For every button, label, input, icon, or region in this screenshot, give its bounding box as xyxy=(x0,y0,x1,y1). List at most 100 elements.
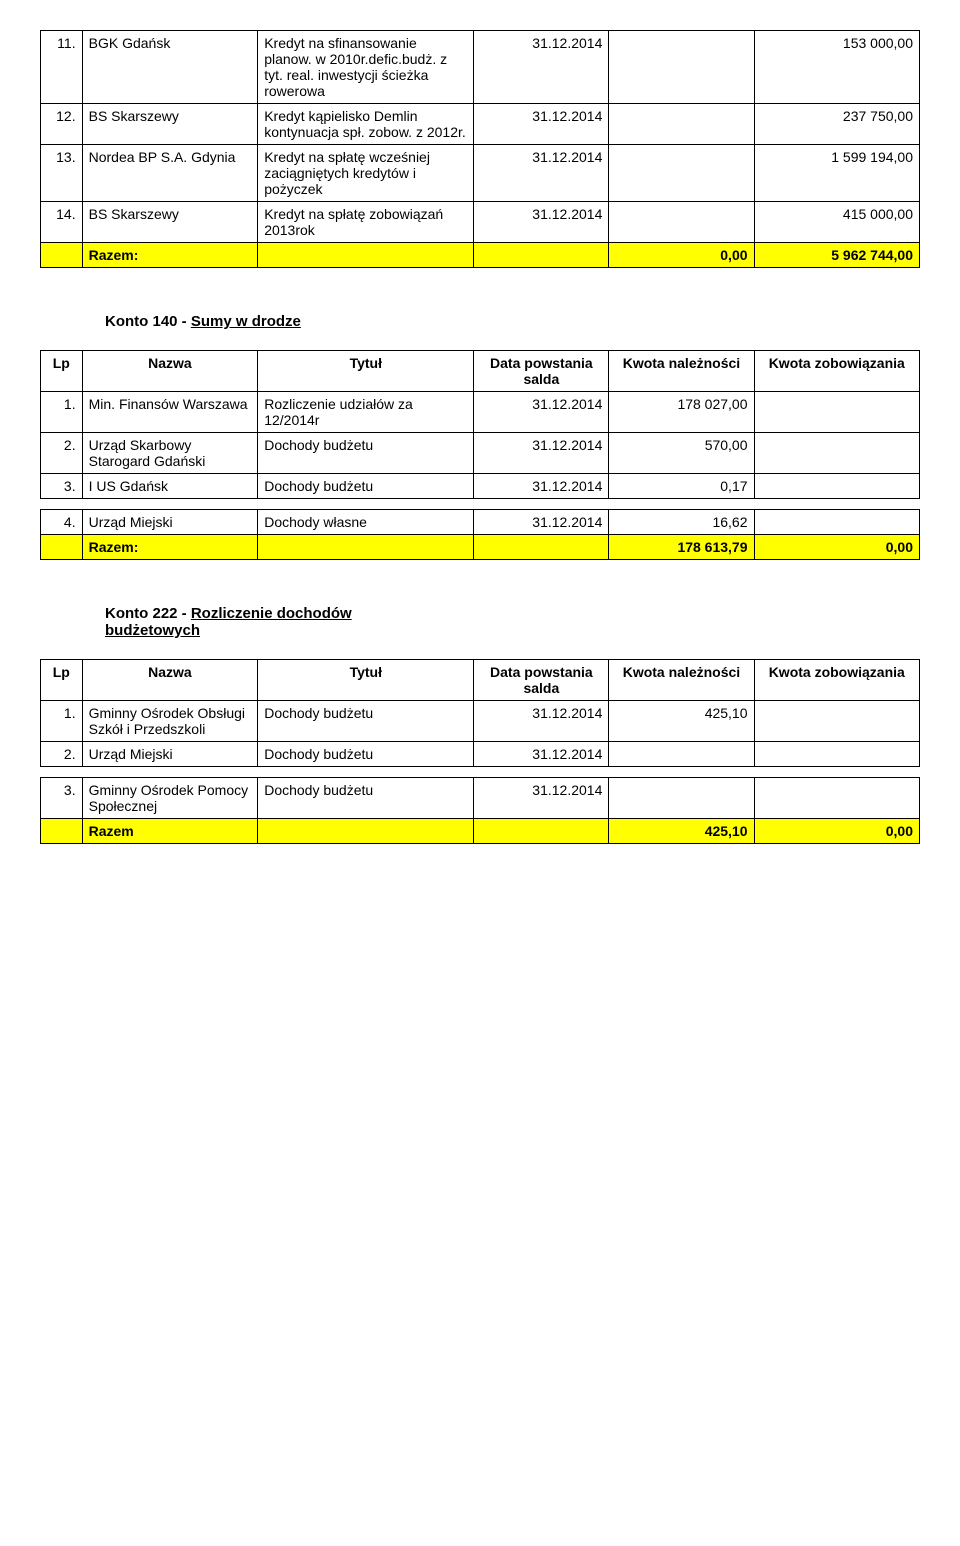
section-title-222: Konto 222 - Rozliczenie dochodów budżeto… xyxy=(105,605,445,639)
cell-data: 31.12.2014 xyxy=(474,31,609,104)
sum-empty xyxy=(474,535,609,560)
cell-k1 xyxy=(609,104,754,145)
cell-tytul: Dochody budżetu xyxy=(258,433,474,474)
cell-tytul: Dochody budżetu xyxy=(258,474,474,499)
table-row: 13.Nordea BP S.A. GdyniaKredyt na spłatę… xyxy=(41,145,920,202)
sum-label: Razem: xyxy=(82,243,258,268)
sum-row: Razem425,100,00 xyxy=(41,819,920,844)
cell-k2 xyxy=(754,701,919,742)
spacer-row xyxy=(41,499,920,510)
cell-lp: 1. xyxy=(41,701,83,742)
hdr-nazwa: Nazwa xyxy=(82,660,258,701)
cell-data: 31.12.2014 xyxy=(474,104,609,145)
cell-nazwa: Urząd Miejski xyxy=(82,742,258,767)
cell-k1 xyxy=(609,31,754,104)
cell-data: 31.12.2014 xyxy=(474,145,609,202)
spacer-row xyxy=(41,767,920,778)
cell-tytul: Kredyt na spłatę wcześniej zaciągniętych… xyxy=(258,145,474,202)
cell-lp: 4. xyxy=(41,510,83,535)
sum-k1: 178 613,79 xyxy=(609,535,754,560)
hdr-k1: Kwota należności xyxy=(609,351,754,392)
sum-label: Razem: xyxy=(82,535,258,560)
sum-empty xyxy=(474,243,609,268)
hdr-tytul: Tytuł xyxy=(258,660,474,701)
hdr-tytul: Tytuł xyxy=(258,351,474,392)
sum-lp xyxy=(41,535,83,560)
cell-nazwa: Min. Finansów Warszawa xyxy=(82,392,258,433)
cell-tytul: Kredyt kąpielisko Demlin kontynuacja spł… xyxy=(258,104,474,145)
section-140-subtitle: Sumy w drodze xyxy=(191,313,301,330)
cell-nazwa: Urząd Miejski xyxy=(82,510,258,535)
cell-nazwa: Urząd Skarbowy Starogard Gdański xyxy=(82,433,258,474)
cell-tytul: Rozliczenie udziałów za 12/2014r xyxy=(258,392,474,433)
cell-tytul: Dochody własne xyxy=(258,510,474,535)
sum-empty xyxy=(258,535,474,560)
cell-data: 31.12.2014 xyxy=(474,701,609,742)
sum-empty xyxy=(258,243,474,268)
cell-k1: 178 027,00 xyxy=(609,392,754,433)
cell-lp: 11. xyxy=(41,31,83,104)
section-title-140: Konto 140 - Sumy w drodze xyxy=(105,313,920,330)
sum-k1: 425,10 xyxy=(609,819,754,844)
table-row: 1.Gminny Ośrodek Obsługi Szkół i Przedsz… xyxy=(41,701,920,742)
cell-nazwa: Gminny Ośrodek Obsługi Szkół i Przedszko… xyxy=(82,701,258,742)
cell-tytul: Dochody budżetu xyxy=(258,701,474,742)
cell-tytul: Dochody budżetu xyxy=(258,778,474,819)
table-row: 11.BGK GdańskKredyt na sfinansowanie pla… xyxy=(41,31,920,104)
cell-k2 xyxy=(754,778,919,819)
table-konto-222: Lp Nazwa Tytuł Data powstania salda Kwot… xyxy=(40,659,920,844)
sum-lp xyxy=(41,819,83,844)
table-header: Lp Nazwa Tytuł Data powstania salda Kwot… xyxy=(41,660,920,701)
table-row: 2.Urząd MiejskiDochody budżetu31.12.2014 xyxy=(41,742,920,767)
hdr-k2: Kwota zobowiązania xyxy=(754,660,919,701)
cell-nazwa: BGK Gdańsk xyxy=(82,31,258,104)
cell-k2 xyxy=(754,392,919,433)
cell-k2 xyxy=(754,474,919,499)
cell-k1 xyxy=(609,145,754,202)
table-row: 3.Gminny Ośrodek Pomocy SpołecznejDochod… xyxy=(41,778,920,819)
cell-lp: 12. xyxy=(41,104,83,145)
cell-k2 xyxy=(754,510,919,535)
cell-k2 xyxy=(754,742,919,767)
hdr-lp: Lp xyxy=(41,351,83,392)
cell-data: 31.12.2014 xyxy=(474,392,609,433)
cell-data: 31.12.2014 xyxy=(474,778,609,819)
cell-data: 31.12.2014 xyxy=(474,510,609,535)
table-row: 1.Min. Finansów WarszawaRozliczenie udzi… xyxy=(41,392,920,433)
cell-k1: 0,17 xyxy=(609,474,754,499)
sum-empty xyxy=(258,819,474,844)
table-row: 14.BS SkarszewyKredyt na spłatę zobowiąz… xyxy=(41,202,920,243)
cell-k2: 1 599 194,00 xyxy=(754,145,919,202)
cell-k2: 415 000,00 xyxy=(754,202,919,243)
cell-k1: 16,62 xyxy=(609,510,754,535)
table-row: 12.BS SkarszewyKredyt kąpielisko Demlin … xyxy=(41,104,920,145)
cell-lp: 14. xyxy=(41,202,83,243)
cell-k2: 153 000,00 xyxy=(754,31,919,104)
table-row: 3.I US GdańskDochody budżetu31.12.20140,… xyxy=(41,474,920,499)
cell-data: 31.12.2014 xyxy=(474,202,609,243)
table-row: 4.Urząd MiejskiDochody własne31.12.20141… xyxy=(41,510,920,535)
hdr-k1: Kwota należności xyxy=(609,660,754,701)
sum-empty xyxy=(474,819,609,844)
table-row: 2.Urząd Skarbowy Starogard GdańskiDochod… xyxy=(41,433,920,474)
cell-lp: 3. xyxy=(41,778,83,819)
cell-tytul: Kredyt na sfinansowanie planow. w 2010r.… xyxy=(258,31,474,104)
cell-nazwa: Nordea BP S.A. Gdynia xyxy=(82,145,258,202)
sum-k1: 0,00 xyxy=(609,243,754,268)
cell-nazwa: BS Skarszewy xyxy=(82,104,258,145)
hdr-lp: Lp xyxy=(41,660,83,701)
section-222-label: Konto 222 - xyxy=(105,605,191,622)
cell-lp: 3. xyxy=(41,474,83,499)
table-header: Lp Nazwa Tytuł Data powstania salda Kwot… xyxy=(41,351,920,392)
hdr-data: Data powstania salda xyxy=(474,351,609,392)
cell-lp: 2. xyxy=(41,742,83,767)
cell-tytul: Kredyt na spłatę zobowiązań 2013rok xyxy=(258,202,474,243)
sum-label: Razem xyxy=(82,819,258,844)
cell-nazwa: Gminny Ośrodek Pomocy Społecznej xyxy=(82,778,258,819)
cell-data: 31.12.2014 xyxy=(474,474,609,499)
table-credits: 11.BGK GdańskKredyt na sfinansowanie pla… xyxy=(40,30,920,268)
cell-tytul: Dochody budżetu xyxy=(258,742,474,767)
cell-nazwa: BS Skarszewy xyxy=(82,202,258,243)
table-konto-140: Lp Nazwa Tytuł Data powstania salda Kwot… xyxy=(40,350,920,560)
cell-k1: 570,00 xyxy=(609,433,754,474)
